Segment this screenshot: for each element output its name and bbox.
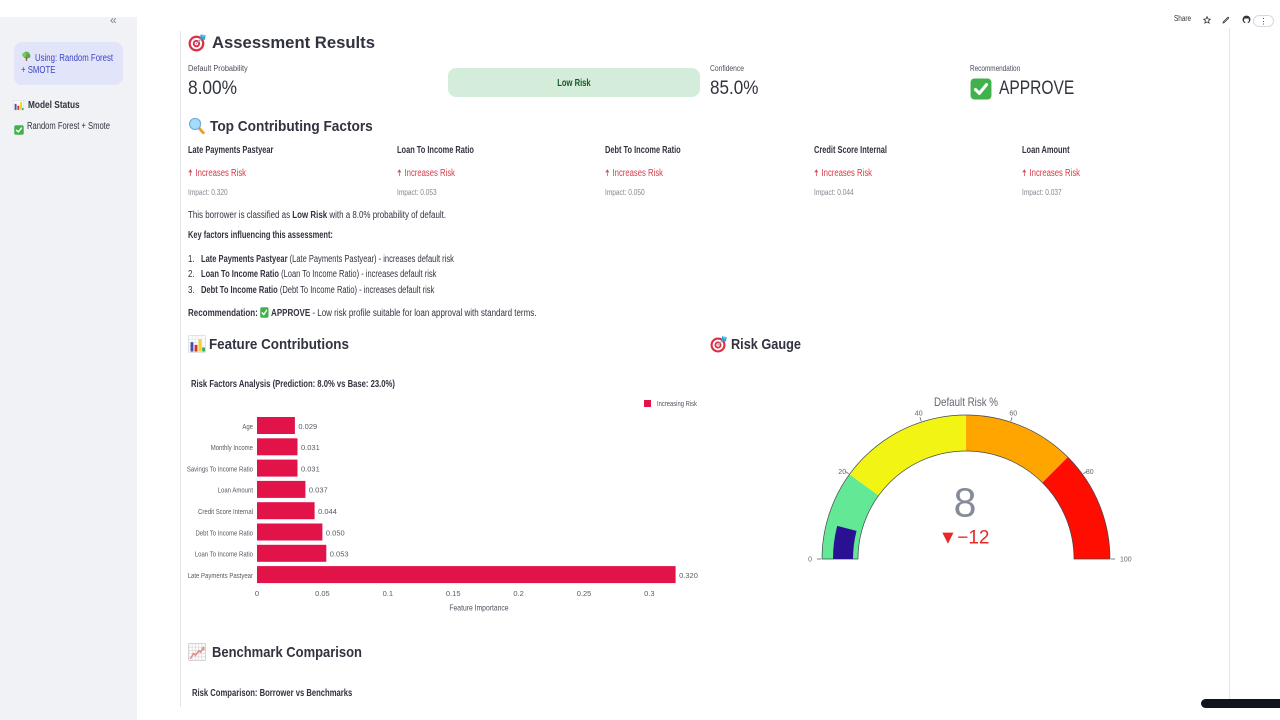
- svg-text:0: 0: [808, 557, 812, 564]
- svg-text:0.2: 0.2: [513, 589, 523, 598]
- svg-text:0.25: 0.25: [577, 589, 592, 598]
- svg-text:0.053: 0.053: [330, 550, 349, 559]
- svg-text:▼−12: ▼−12: [938, 528, 989, 549]
- svg-text:Feature Importance: Feature Importance: [449, 603, 508, 613]
- svg-text:100: 100: [1120, 557, 1132, 564]
- svg-text:Age: Age: [242, 423, 253, 431]
- svg-text:20: 20: [838, 469, 846, 476]
- svg-text:0.031: 0.031: [301, 464, 320, 473]
- svg-text:0.320: 0.320: [679, 571, 698, 580]
- svg-text:Late Payments Pastyear: Late Payments Pastyear: [188, 572, 254, 580]
- svg-text:Savings To Income Ratio: Savings To Income Ratio: [187, 466, 253, 474]
- svg-text:0.3: 0.3: [644, 589, 654, 598]
- svg-text:0.031: 0.031: [301, 443, 320, 452]
- svg-text:0: 0: [255, 589, 259, 598]
- svg-text:0.029: 0.029: [298, 422, 317, 431]
- svg-text:0.037: 0.037: [309, 486, 328, 495]
- svg-text:Increasing Risk: Increasing Risk: [657, 401, 698, 409]
- svg-text:0.1: 0.1: [383, 589, 393, 598]
- svg-text:Credit Score Internal: Credit Score Internal: [198, 508, 253, 516]
- svg-text:40: 40: [915, 411, 923, 418]
- svg-text:0.15: 0.15: [446, 589, 461, 598]
- svg-text:0.050: 0.050: [326, 528, 345, 537]
- svg-text:0.05: 0.05: [315, 589, 330, 598]
- svg-text:0.044: 0.044: [318, 507, 337, 516]
- svg-text:Loan Amount: Loan Amount: [218, 487, 253, 495]
- svg-text:60: 60: [1009, 411, 1017, 418]
- svg-text:80: 80: [1086, 469, 1094, 476]
- svg-text:Monthly Income: Monthly Income: [211, 445, 253, 453]
- svg-text:8: 8: [954, 480, 977, 526]
- svg-text:Debt To Income Ratio: Debt To Income Ratio: [195, 530, 253, 538]
- svg-text:Loan To Income Ratio: Loan To Income Ratio: [195, 551, 253, 559]
- svg-text:Default Risk %: Default Risk %: [934, 396, 998, 409]
